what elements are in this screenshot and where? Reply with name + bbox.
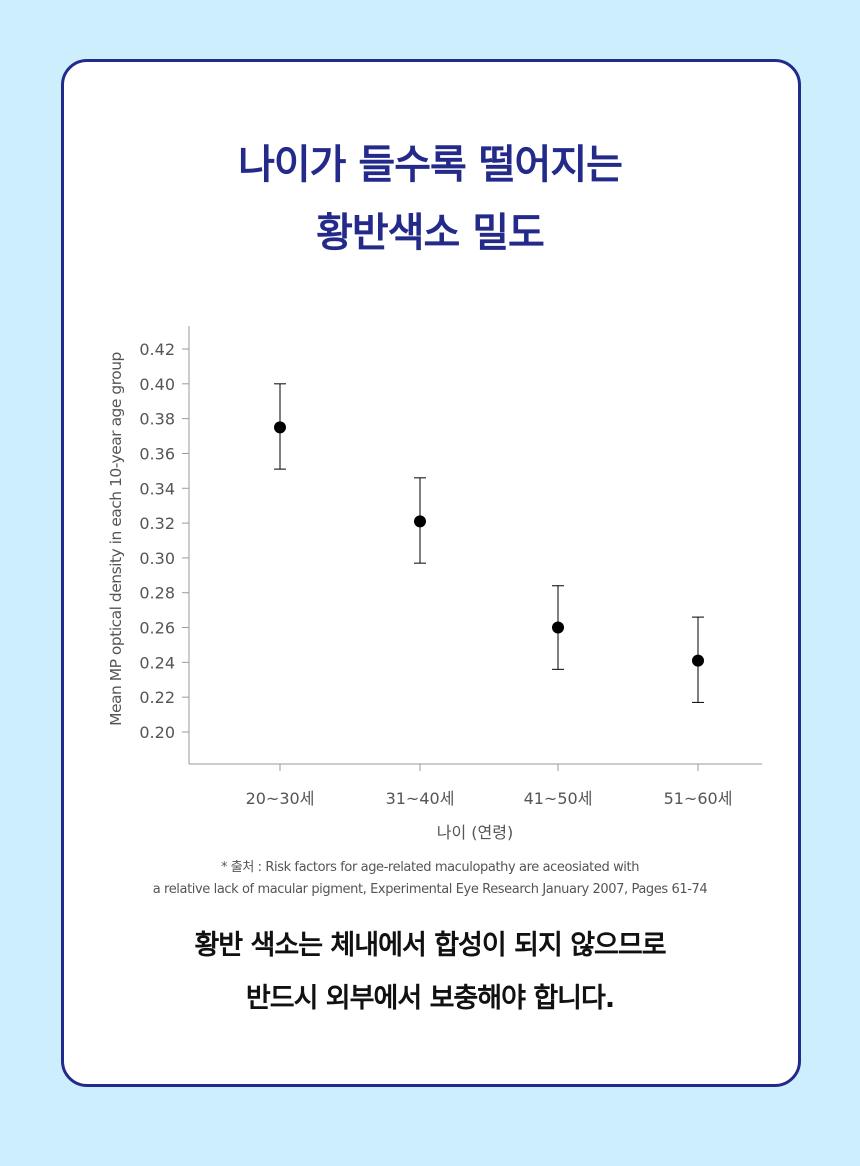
source-line-2: a relative lack of macular pigment, Expe… [152,882,708,897]
y-axis-label: Mean MP optical density in each 10-year … [107,352,125,726]
title-line-2: 황반색소 밀도 [316,210,545,256]
y-tick-label: 0.26 [139,619,175,638]
y-tick-label: 0.32 [139,514,175,533]
source-line-1: * 출처 : Risk factors for age-related macu… [220,860,640,875]
data-point [414,515,426,528]
y-tick-label: 0.20 [139,723,175,742]
x-tick-label: 51~60세 [664,789,733,808]
y-tick-label: 0.24 [139,653,175,672]
y-tick-label: 0.28 [139,584,175,603]
y-tick-label: 0.42 [139,340,175,359]
y-tick-label: 0.36 [139,444,175,463]
y-tick-label: 0.30 [139,549,175,568]
y-tick-label: 0.22 [139,688,175,707]
x-tick-label: 31~40세 [386,789,455,808]
y-tick-label: 0.38 [139,410,175,429]
data-point [692,654,704,667]
footer-line-1: 황반 색소는 체내에서 합성이 되지 않으므로 [194,930,666,961]
x-axis-label: 나이 (연령) [437,823,513,842]
title-line-1: 나이가 들수록 떨어지는 [238,142,623,188]
content-card [61,59,801,1087]
y-tick-label: 0.34 [139,479,175,498]
data-point [552,621,564,634]
x-tick-label: 20~30세 [246,789,315,808]
y-tick-label: 0.40 [139,375,175,394]
x-tick-label: 41~50세 [524,789,593,808]
footer-line-2: 반드시 외부에서 보충해야 합니다. [245,983,615,1014]
data-point [274,421,286,434]
